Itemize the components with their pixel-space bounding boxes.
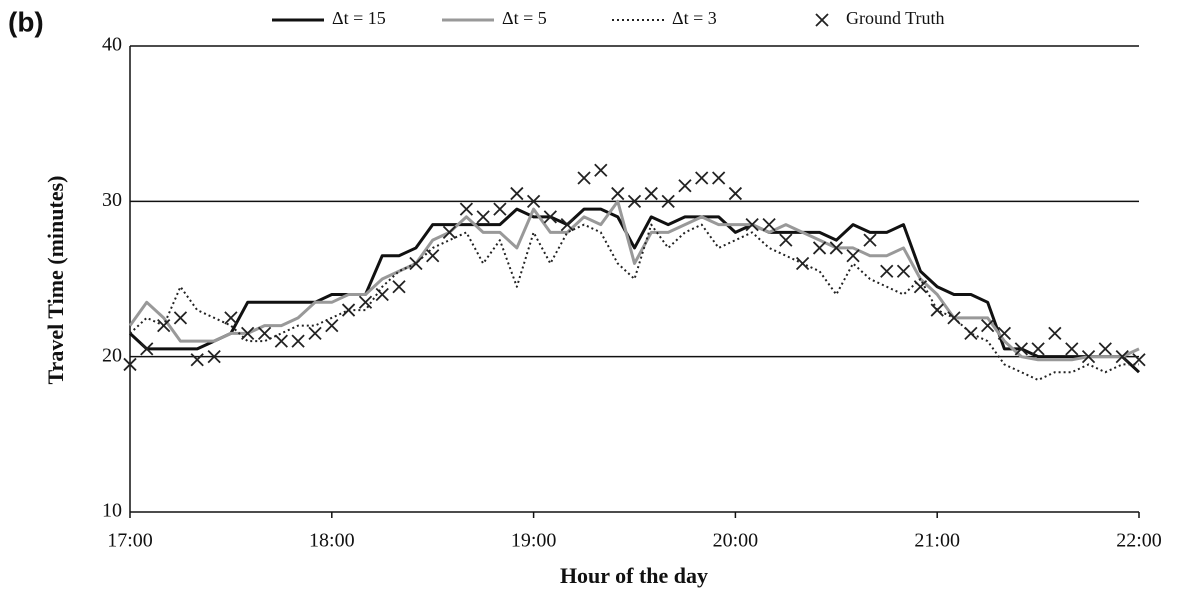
marker xyxy=(1014,342,1028,356)
marker xyxy=(257,326,272,341)
x-tick-label: 22:00 xyxy=(1116,530,1162,552)
legend-label: Δt = 5 xyxy=(502,8,547,28)
marker xyxy=(779,233,793,247)
y-tick-label: 40 xyxy=(102,34,122,56)
legend-label: Δt = 15 xyxy=(332,8,386,28)
marker xyxy=(526,194,541,208)
y-tick-label: 30 xyxy=(102,189,122,211)
marker xyxy=(190,353,204,367)
marker xyxy=(123,357,137,372)
marker xyxy=(712,171,726,185)
marker xyxy=(611,186,625,201)
marker xyxy=(426,249,440,263)
marker xyxy=(274,334,288,348)
marker xyxy=(627,194,642,208)
marker xyxy=(880,264,894,278)
marker xyxy=(981,318,995,333)
marker xyxy=(543,210,557,224)
x-tick-label: 18:00 xyxy=(309,530,355,552)
marker xyxy=(815,13,829,27)
y-tick-label: 20 xyxy=(102,344,122,366)
marker xyxy=(577,171,591,185)
marker xyxy=(375,287,389,302)
x-axis-label: Hour of the day xyxy=(560,563,708,588)
marker xyxy=(207,350,221,364)
marker xyxy=(1031,342,1045,356)
marker xyxy=(812,241,827,255)
marker xyxy=(1132,353,1146,367)
marker xyxy=(745,217,759,232)
x-tick-label: 17:00 xyxy=(107,530,153,552)
x-tick-label: 20:00 xyxy=(713,530,759,552)
marker xyxy=(728,186,743,201)
x-tick-label: 19:00 xyxy=(511,530,557,552)
panel-label: (b) xyxy=(8,6,44,37)
marker xyxy=(1065,342,1079,356)
marker xyxy=(1081,350,1096,364)
x-tick-label: 21:00 xyxy=(914,530,960,552)
y-axis-label: Travel Time (minutes) xyxy=(43,176,68,385)
marker xyxy=(459,202,474,216)
marker xyxy=(291,334,305,348)
marker xyxy=(325,318,339,333)
marker xyxy=(896,264,911,278)
series-line xyxy=(129,223,1139,381)
marker xyxy=(358,295,373,309)
marker xyxy=(661,194,675,208)
legend-label: Δt = 3 xyxy=(672,8,717,28)
marker xyxy=(157,318,171,333)
marker xyxy=(442,225,457,240)
marker xyxy=(997,326,1012,341)
marker xyxy=(594,163,608,177)
marker xyxy=(308,326,322,341)
marker xyxy=(409,256,423,271)
marker xyxy=(930,303,944,317)
series-line xyxy=(128,207,1141,374)
legend-label: Ground Truth xyxy=(846,8,945,28)
marker xyxy=(913,280,928,294)
marker xyxy=(829,241,843,255)
marker xyxy=(224,311,238,325)
marker xyxy=(476,210,490,224)
marker xyxy=(1048,326,1062,341)
marker xyxy=(510,186,524,201)
marker xyxy=(140,342,154,356)
y-tick-label: 10 xyxy=(102,500,122,522)
marker xyxy=(493,202,507,216)
marker xyxy=(173,311,188,325)
marker xyxy=(947,311,961,325)
marker xyxy=(762,217,776,232)
marker xyxy=(392,280,406,294)
marker xyxy=(644,186,658,201)
marker xyxy=(695,171,709,185)
marker xyxy=(795,256,810,271)
marker xyxy=(1098,342,1112,356)
marker xyxy=(863,233,877,247)
marker xyxy=(241,326,255,341)
marker xyxy=(678,179,692,193)
marker xyxy=(964,326,978,341)
marker xyxy=(560,217,574,232)
marker xyxy=(1115,350,1129,364)
marker xyxy=(846,249,860,263)
marker xyxy=(341,303,356,317)
series-line xyxy=(128,199,1140,362)
